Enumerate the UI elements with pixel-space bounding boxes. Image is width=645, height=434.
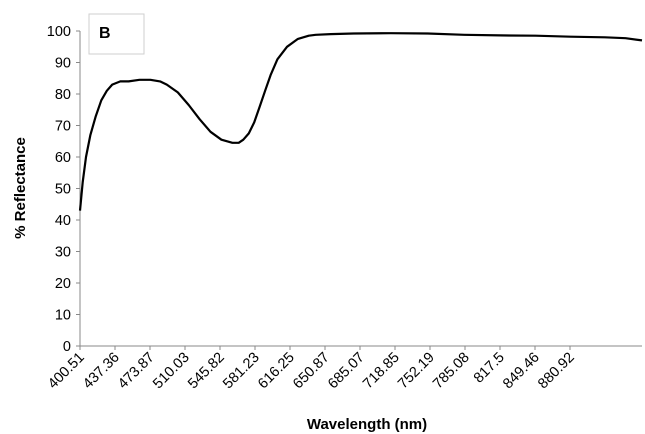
y-tick-label: 50 <box>55 182 71 198</box>
y-tick-label: 40 <box>55 213 71 229</box>
y-axis-title: % Reflectance <box>12 137 29 239</box>
x-tick-label: 545.82 <box>185 350 228 393</box>
x-tick-label: 650.87 <box>290 350 333 393</box>
x-tick-label: 685.07 <box>325 350 368 393</box>
y-tick-label: 90 <box>55 56 71 72</box>
y-axis-ticks: 0 10 20 30 40 50 60 70 80 90 100 <box>47 24 80 355</box>
x-tick-label: 752.19 <box>395 350 438 393</box>
y-tick-label: 80 <box>55 87 71 103</box>
x-tick-label: 718.85 <box>360 350 403 393</box>
x-tick-label: 510.03 <box>150 350 193 393</box>
x-tick-label: 880.92 <box>535 350 578 393</box>
panel-label: B <box>99 25 111 42</box>
x-tick-label: 785.08 <box>430 350 473 393</box>
x-tick-label: 400.51 <box>45 350 88 393</box>
x-tick-label: 437.36 <box>80 350 123 393</box>
y-tick-label: 0 <box>63 339 71 355</box>
y-tick-label: 30 <box>55 245 71 261</box>
panel-label-box: B <box>88 13 145 55</box>
x-axis-ticks: 400.51437.36473.87510.03545.82581.23616.… <box>45 346 578 392</box>
y-tick-label: 60 <box>55 150 71 166</box>
reflectance-series-line <box>78 32 643 211</box>
x-tick-label: 473.87 <box>115 350 158 393</box>
x-tick-label: 849.46 <box>500 350 543 393</box>
x-axis-title: Wavelength (nm) <box>307 416 427 433</box>
y-tick-label: 10 <box>55 308 71 324</box>
x-tick-label: 616.25 <box>255 350 298 393</box>
y-tick-label: 70 <box>55 119 71 135</box>
x-tick-label: 581.23 <box>220 350 263 393</box>
y-tick-label: 100 <box>47 24 71 40</box>
y-tick-label: 20 <box>55 276 71 292</box>
